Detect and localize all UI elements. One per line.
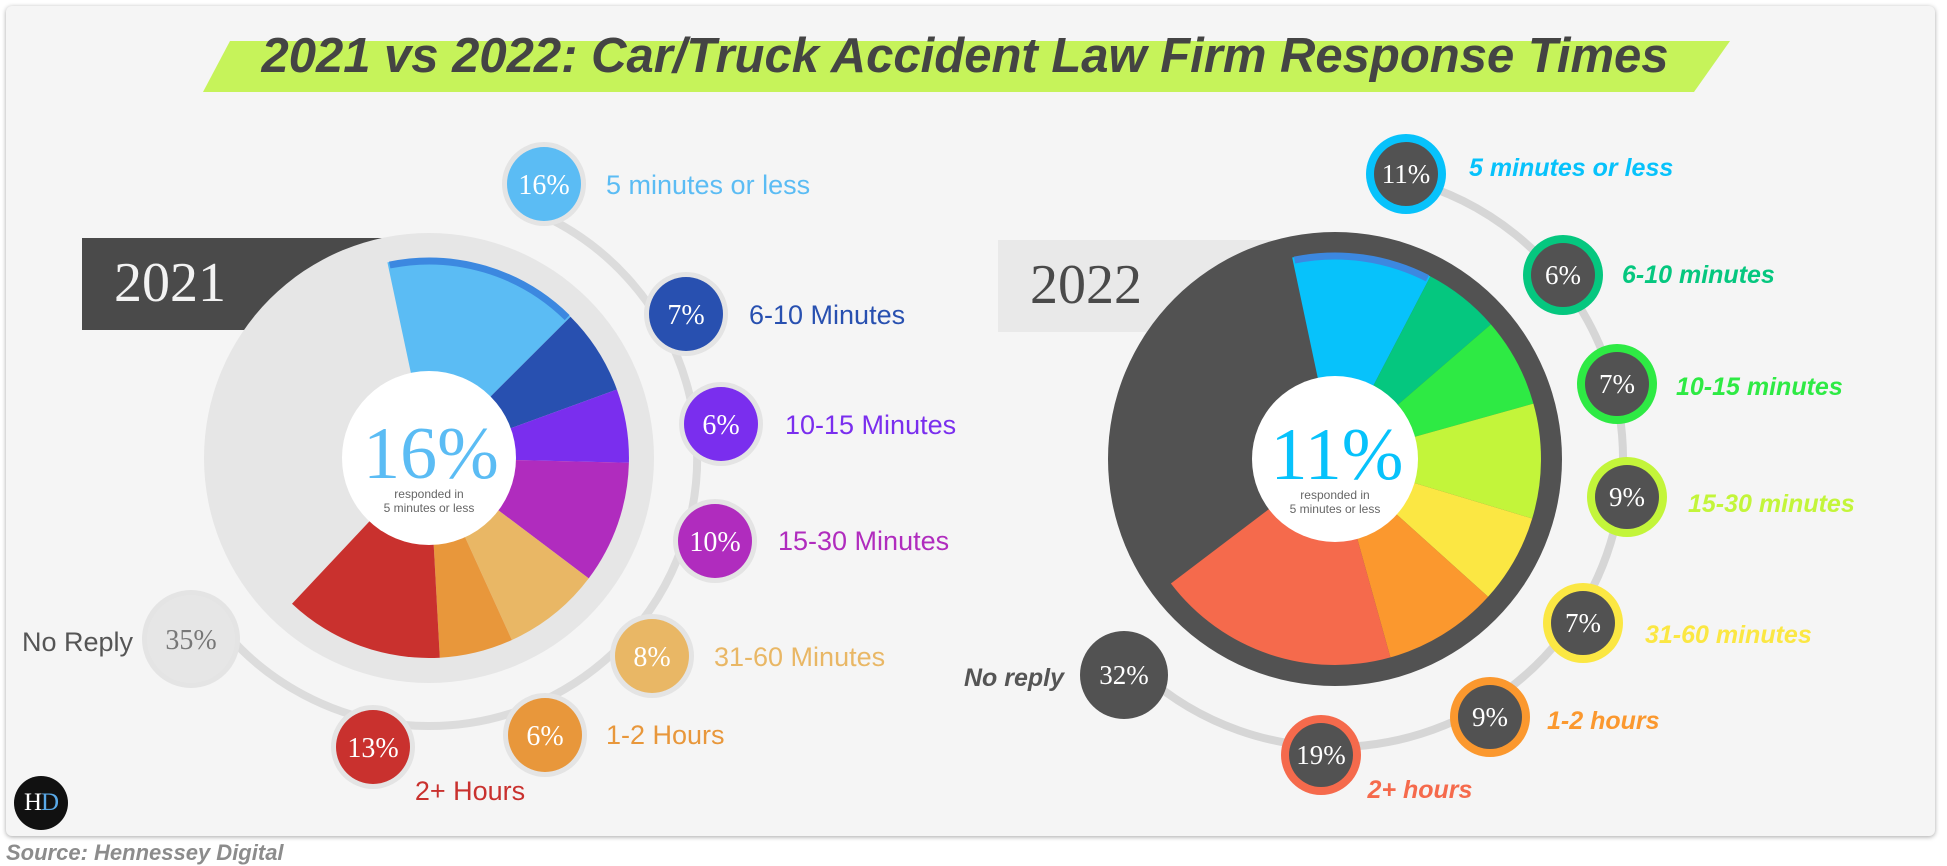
center-caption-line1: responded in	[1300, 488, 1369, 502]
badge-value: 7%	[1565, 608, 1601, 638]
badge-value: 6%	[526, 721, 563, 752]
center-circle	[342, 371, 516, 545]
category-label: 10-15 minutes	[1676, 373, 1843, 401]
value-badge	[1374, 142, 1438, 206]
badge-value: 8%	[633, 642, 670, 673]
chart-title: 2021 vs 2022: Car/Truck Accident Law Fir…	[260, 29, 1668, 83]
category-label: 10-15 Minutes	[785, 410, 956, 440]
category-label: 2+ Hours	[415, 776, 525, 806]
category-label: 15-30 minutes	[1688, 490, 1855, 518]
year-label: 2022	[1030, 254, 1142, 316]
center-value: 16%	[363, 413, 499, 495]
title-band	[203, 41, 1730, 92]
value-badge	[508, 698, 582, 772]
center-caption-line2: 5 minutes or less	[1290, 502, 1381, 516]
value-badge	[649, 277, 723, 351]
category-label: No Reply	[22, 627, 134, 657]
value-badge	[147, 595, 235, 683]
badge-value: 9%	[1472, 702, 1508, 732]
badge-value: 13%	[347, 733, 398, 764]
category-label: 6-10 minutes	[1622, 261, 1775, 289]
center-value: 11%	[1271, 414, 1404, 496]
badge-value: 16%	[518, 170, 569, 201]
value-badge	[1551, 591, 1615, 655]
badge-value: 10%	[689, 527, 740, 558]
badge-value: 7%	[1599, 369, 1635, 399]
value-badge	[1585, 352, 1649, 416]
category-label: 31-60 minutes	[1645, 621, 1812, 649]
badge-value: 19%	[1296, 740, 1346, 770]
year-label: 2021	[114, 252, 226, 314]
badge-value: 6%	[1545, 260, 1581, 290]
value-badge	[678, 504, 752, 578]
category-label: 1-2 hours	[1547, 707, 1660, 735]
category-label: 31-60 Minutes	[714, 642, 885, 672]
value-badge	[1458, 685, 1522, 749]
badge-value: 35%	[165, 625, 216, 656]
badge-value: 9%	[1609, 482, 1645, 512]
wedge-highlight-edge	[389, 257, 570, 321]
value-badge	[1531, 243, 1595, 307]
value-badge	[507, 147, 581, 221]
badge-value: 7%	[667, 300, 704, 331]
logo-letter-h: H	[23, 789, 42, 816]
category-label: 6-10 Minutes	[749, 300, 905, 330]
value-badge	[684, 387, 758, 461]
wedge-15-30-minutes	[1335, 403, 1541, 519]
category-label: 2+ hours	[1367, 776, 1473, 804]
wedge-highlight-edge	[1293, 252, 1430, 282]
value-badge	[615, 619, 689, 693]
center-caption-line1: responded in	[394, 487, 463, 501]
value-badge	[336, 710, 410, 784]
center-caption-line2: 5 minutes or less	[384, 501, 475, 515]
center-circle	[1252, 376, 1418, 542]
value-badge	[1595, 465, 1659, 529]
source-note: Source: Hennessey Digital	[6, 840, 284, 865]
value-badge	[1080, 631, 1168, 719]
value-badge	[1289, 723, 1353, 787]
badge-value: 6%	[702, 410, 739, 441]
category-label: 15-30 Minutes	[778, 526, 949, 556]
category-label: 5 minutes or less	[606, 170, 810, 200]
category-label: No reply	[964, 664, 1065, 692]
badge-value: 11%	[1382, 159, 1431, 189]
badge-value: 32%	[1099, 660, 1149, 690]
logo-letter-d: D	[41, 789, 59, 816]
category-label: 5 minutes or less	[1469, 154, 1673, 182]
category-label: 1-2 Hours	[606, 720, 725, 750]
